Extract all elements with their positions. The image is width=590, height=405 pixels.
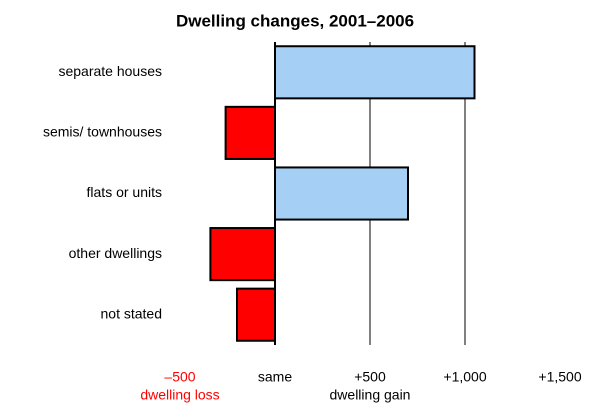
x-tick-label: +1,000 <box>443 369 486 385</box>
y-tick-label: flats or units <box>87 184 162 200</box>
bar <box>209 227 276 282</box>
x-tick-label: +500 <box>354 369 386 385</box>
bar <box>274 45 476 100</box>
x-axis-label-negative: dwelling loss <box>140 387 219 403</box>
x-tick-label: same <box>258 369 292 385</box>
y-tick-label: not stated <box>101 305 163 321</box>
chart-title: Dwelling changes, 2001–2006 <box>176 11 414 30</box>
x-tick-label: +1,500 <box>538 369 581 385</box>
bar <box>224 105 277 160</box>
x-tick-label: –500 <box>164 369 195 385</box>
bar <box>236 287 276 342</box>
bar <box>274 166 409 221</box>
y-tick-label: semis/ townhouses <box>43 124 162 140</box>
y-tick-label: separate houses <box>58 63 162 79</box>
y-tick-label: other dwellings <box>69 245 162 261</box>
x-axis-label-positive: dwelling gain <box>330 387 411 403</box>
